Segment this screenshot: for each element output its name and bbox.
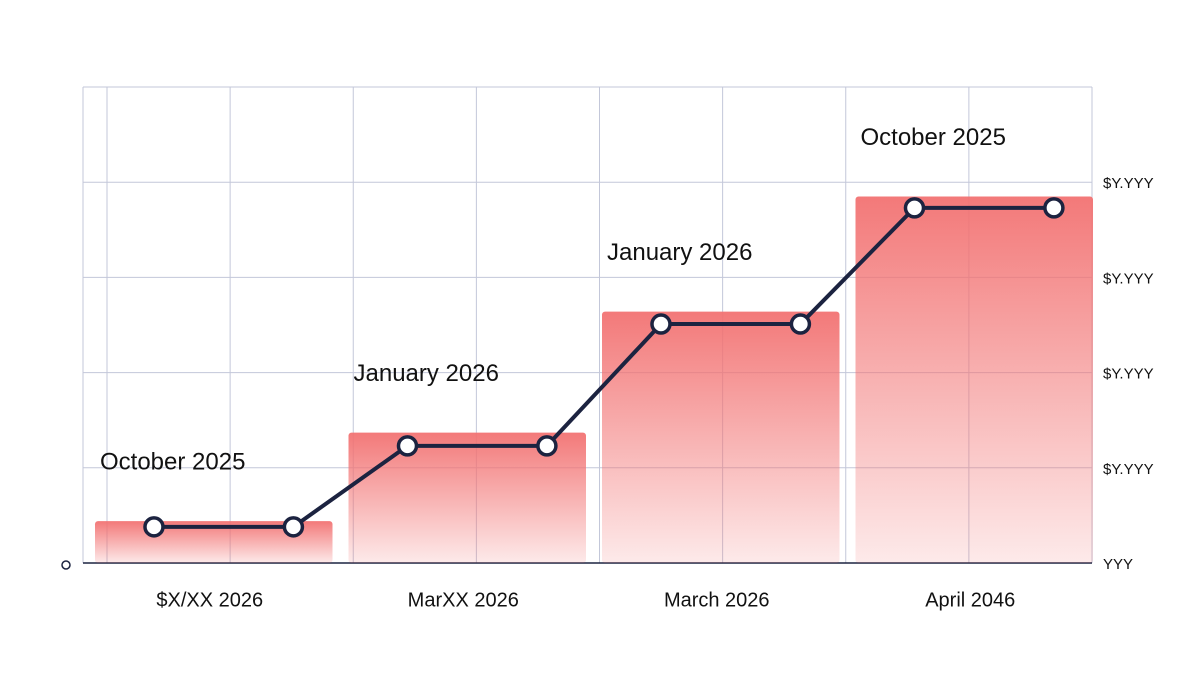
y-tick-label: $Y.YYY — [1103, 270, 1154, 287]
y-tick-label: $Y.YYY — [1103, 175, 1154, 192]
bar-label: January 2026 — [607, 239, 752, 266]
bar — [855, 196, 1093, 564]
bar-label: October 2025 — [861, 124, 1006, 151]
line-point — [536, 435, 558, 457]
bar-label: January 2026 — [354, 360, 499, 387]
line-point — [282, 516, 305, 538]
y-tick-label: YYY — [1103, 556, 1133, 573]
line-point — [143, 516, 165, 538]
x-tick-label: $X/XX 2026 — [156, 589, 263, 611]
bar — [602, 311, 840, 563]
y-tick-label: $Y.YYY — [1103, 461, 1154, 478]
line-point — [396, 435, 419, 457]
line-point — [789, 313, 812, 335]
x-tick-label: March 2026 — [664, 589, 770, 611]
x-tick-label: MarXX 2026 — [408, 589, 519, 611]
origin-marker — [61, 560, 71, 570]
x-tick-label: April 2046 — [925, 589, 1015, 611]
y-tick-label: $Y.YYY — [1103, 366, 1154, 383]
line-point — [650, 313, 672, 335]
line-point — [903, 197, 926, 219]
bar — [348, 432, 586, 563]
line-point — [1043, 197, 1065, 219]
bar-label: October 2025 — [100, 448, 245, 475]
step-line — [153, 205, 1054, 529]
